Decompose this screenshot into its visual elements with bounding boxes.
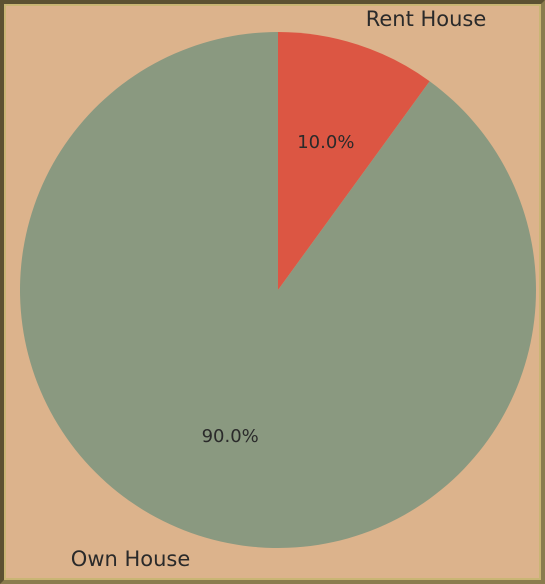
- slice-label: Rent House: [366, 7, 487, 31]
- pie-slice-rent-house: [278, 32, 430, 290]
- slice-label: Own House: [71, 547, 191, 571]
- pie-slice-own-house: [19, 32, 536, 549]
- pie-labels: Rent House 10.0% Own House 90.0%: [71, 7, 487, 571]
- pie-slices: [19, 32, 536, 549]
- slice-percent-label: 10.0%: [297, 132, 354, 153]
- slice-percent-label: 90.0%: [202, 426, 259, 447]
